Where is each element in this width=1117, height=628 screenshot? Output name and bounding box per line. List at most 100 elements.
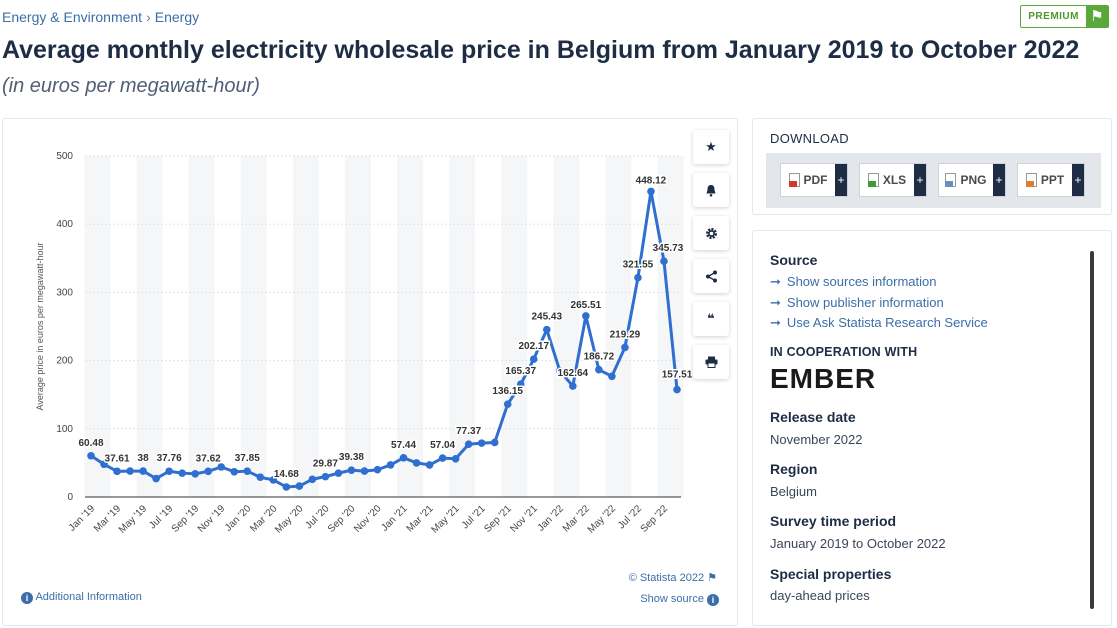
breadcrumb: Energy & Environment › Energy — [2, 9, 199, 25]
page-title: Average monthly electricity wholesale pr… — [2, 36, 1080, 64]
arrow-right-icon: ➞ — [770, 315, 781, 330]
data-label: 321.55 — [623, 260, 654, 271]
x-tick-label: Sep '20 — [326, 503, 358, 535]
data-point — [308, 475, 317, 484]
show-source-link[interactable]: Show source i — [640, 593, 719, 606]
data-point — [477, 439, 486, 447]
ember-logo: EMBER — [770, 363, 877, 394]
release-date-heading: Release date — [770, 409, 856, 425]
x-tick-label: Sep '19 — [170, 503, 202, 535]
download-ppt-label: PPT — [1040, 173, 1065, 187]
y-tick-label: 100 — [56, 424, 73, 435]
special-properties-heading: Special properties — [770, 566, 892, 582]
data-point — [373, 465, 382, 474]
bell-icon[interactable] — [693, 173, 729, 207]
background-band — [553, 156, 580, 497]
background-band — [84, 156, 111, 497]
region-value: Belgium — [770, 484, 817, 499]
quote-icon[interactable]: ❝ — [693, 302, 729, 336]
data-point — [516, 380, 525, 389]
png-file-icon — [945, 173, 957, 187]
ppt-file-icon — [1025, 173, 1037, 187]
x-tick-label: Jan '22 — [536, 503, 567, 534]
download-ppt-button[interactable]: PPT + — [1017, 163, 1085, 197]
download-panel: DOWNLOAD PDF + XLS + PNG + PPT + — [752, 118, 1112, 215]
y-tick-label: 0 — [67, 492, 73, 503]
gear-icon[interactable] — [693, 216, 729, 250]
survey-period-value: January 2019 to October 2022 — [770, 536, 946, 551]
data-point — [295, 482, 304, 490]
x-tick-label: May '21 — [429, 503, 462, 536]
background-band — [397, 156, 424, 497]
flag-icon: ⚑ — [707, 572, 717, 584]
data-label: 162.64 — [558, 368, 589, 379]
data-point — [569, 382, 577, 390]
data-point — [321, 472, 330, 481]
data-point — [412, 459, 421, 467]
xls-file-icon — [867, 173, 879, 187]
data-label: 219.29 — [610, 329, 641, 340]
data-label: 157.51 — [662, 370, 693, 381]
show-publisher-link[interactable]: ➞ Show publisher information — [770, 295, 944, 311]
data-point — [178, 469, 186, 477]
download-pdf-button[interactable]: PDF + — [780, 163, 848, 197]
show-source-text: Show source — [640, 593, 704, 605]
data-label: 57.04 — [430, 440, 455, 451]
ask-statista-link[interactable]: ➞ Use Ask Statista Research Service — [770, 315, 988, 331]
release-date-value: November 2022 — [770, 432, 863, 447]
chart-toolbar: ★ ❝ — [693, 130, 729, 388]
download-png-label: PNG — [960, 173, 987, 187]
source-heading: Source — [770, 252, 818, 268]
download-xls-button[interactable]: XLS + — [859, 163, 927, 197]
data-point — [529, 355, 538, 363]
data-label: 37.62 — [196, 453, 221, 464]
series-line — [90, 189, 679, 489]
x-tick-label: Nov '19 — [196, 503, 228, 535]
data-label: 77.37 — [456, 426, 481, 437]
data-point — [256, 473, 265, 482]
premium-badge[interactable]: PREMIUM ⚑ — [1020, 5, 1109, 28]
breadcrumb-link-energy-environment[interactable]: Energy & Environment — [2, 9, 143, 25]
data-point — [165, 467, 173, 476]
additional-information-text: Additional Information — [35, 591, 142, 603]
download-xls-label: XLS — [882, 173, 907, 187]
data-point — [126, 467, 134, 475]
data-point — [490, 438, 499, 447]
cooperation-heading: IN COOPERATION WITH — [770, 345, 918, 359]
data-point — [634, 273, 642, 282]
data-point — [360, 467, 369, 475]
data-point — [204, 467, 212, 476]
data-label: 38 — [138, 453, 150, 464]
arrow-right-icon: ➞ — [770, 274, 781, 289]
x-tick-label: Jan '19 — [67, 503, 98, 534]
data-point — [673, 385, 681, 394]
x-tick-label: Sep '22 — [639, 503, 671, 535]
page-subtitle: (in euros per megawatt-hour) — [2, 75, 260, 97]
data-label: 186.72 — [584, 352, 615, 363]
download-png-button[interactable]: PNG + — [938, 163, 1006, 197]
background-band — [605, 156, 632, 497]
star-icon[interactable]: ★ — [693, 130, 729, 164]
show-publisher-text: Show publisher information — [786, 295, 944, 310]
plus-icon: + — [835, 164, 847, 196]
special-properties-value: day-ahead prices — [770, 588, 870, 603]
share-icon[interactable] — [693, 259, 729, 293]
pdf-file-icon — [788, 173, 800, 187]
print-icon[interactable] — [693, 345, 729, 379]
data-point — [425, 461, 434, 469]
info-icon: i — [21, 592, 33, 604]
breadcrumb-link-energy[interactable]: Energy — [154, 9, 200, 25]
show-sources-link[interactable]: ➞ Show sources information — [770, 274, 936, 290]
premium-label: PREMIUM — [1028, 11, 1079, 22]
show-sources-text: Show sources information — [786, 274, 937, 289]
additional-information-link[interactable]: i Additional Information — [21, 591, 142, 604]
scrollbar[interactable] — [1090, 251, 1094, 609]
plus-icon: + — [993, 164, 1005, 196]
data-point — [152, 474, 160, 483]
data-label: 448.12 — [636, 175, 667, 186]
copyright-link[interactable]: © Statista 2022 ⚑ — [629, 571, 717, 584]
background-band — [240, 156, 267, 497]
background-band — [292, 156, 319, 497]
background-band — [188, 156, 215, 497]
data-point — [542, 325, 551, 334]
